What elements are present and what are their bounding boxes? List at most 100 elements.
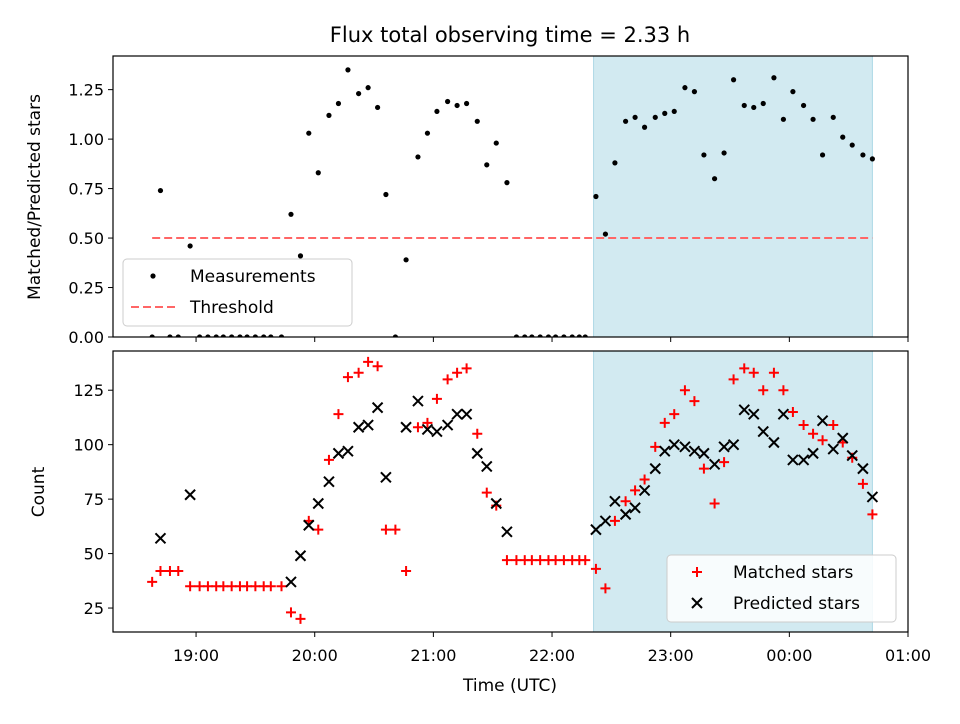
- chart-title: Flux total observing time = 2.33 h: [330, 23, 690, 47]
- measurement-point: [306, 130, 312, 136]
- predicted-star-point: [757, 425, 769, 438]
- measurement-point: [622, 118, 629, 124]
- measurement-point: [529, 334, 535, 337]
- top-ylabel: Matched/Predicted stars: [25, 94, 45, 300]
- predicted-star-point: [371, 401, 384, 414]
- measurement-point: [424, 130, 431, 136]
- matched-star-point: [155, 566, 166, 577]
- predicted-star-point: [857, 462, 869, 475]
- legend-predicted-label: Predicted stars: [733, 594, 860, 614]
- matched-star-point: [669, 409, 680, 420]
- matched-star-point: [452, 367, 463, 378]
- matched-star-point: [857, 478, 868, 489]
- matched-star-point: [422, 417, 433, 428]
- matched-star-point: [472, 428, 483, 439]
- measurement-point: [167, 334, 173, 337]
- legend: Matched stars Predicted stars: [666, 554, 897, 623]
- measurement-point: [840, 134, 846, 140]
- y-tick-label: 100: [73, 436, 104, 455]
- measurement-point: [335, 100, 342, 107]
- measurement-point: [569, 334, 575, 337]
- matched-star-point: [808, 428, 819, 439]
- matched-star-point: [639, 474, 650, 485]
- measurement-point: [682, 85, 688, 91]
- predicted-star-point: [609, 495, 621, 508]
- measurement-point: [187, 243, 193, 249]
- matched-star-point: [867, 509, 878, 520]
- measurement-point: [297, 253, 304, 259]
- measurement-point: [662, 110, 668, 116]
- matched-star-point: [798, 420, 809, 431]
- measurement-point: [593, 193, 599, 200]
- measurement-point: [493, 140, 499, 146]
- matched-star-point: [590, 563, 601, 574]
- predicted-star-point: [471, 447, 483, 460]
- measurement-point: [454, 102, 460, 109]
- predicted-star-point: [590, 523, 602, 536]
- matched-star-point: [333, 409, 344, 420]
- count-panel: 25 50 75 100 125 19:00 20:00 21:00 22:00 23:00 00:…: [73, 350, 931, 665]
- y-tick-label: 0.50: [68, 229, 104, 248]
- predicted-star-point: [827, 443, 839, 455]
- measurement-point: [157, 187, 164, 194]
- measurement-point: [612, 160, 618, 166]
- matched-star-point: [285, 607, 296, 618]
- matched-star-point: [363, 356, 374, 367]
- legend-threshold-label: Threshold: [189, 298, 274, 318]
- predicted-star-point: [285, 576, 297, 588]
- predicted-star-point: [431, 425, 443, 438]
- measurement-point: [701, 152, 707, 158]
- predicted-star-point: [668, 438, 680, 451]
- measurement-point: [392, 334, 399, 337]
- matched-star-point: [828, 420, 839, 431]
- predicted-star-point: [727, 438, 740, 451]
- legend-matched-marker: [692, 567, 702, 577]
- y-tick-label: 0.00: [68, 328, 104, 347]
- measurement-point: [244, 334, 250, 337]
- y-tick-label: 1.00: [68, 130, 104, 149]
- predicted-star-point: [400, 421, 412, 433]
- measurement-point: [632, 114, 638, 120]
- measurement-point: [504, 180, 510, 186]
- measurement-point: [537, 334, 543, 337]
- matched-star-point: [295, 613, 306, 624]
- matched-star-point: [390, 524, 401, 535]
- matched-star-point: [698, 463, 709, 474]
- predicted-star-point: [154, 532, 167, 545]
- predicted-star-point: [649, 462, 661, 475]
- matched-star-point: [609, 515, 620, 526]
- matched-star-point: [380, 524, 391, 535]
- matched-star-point: [778, 385, 789, 396]
- measurement-point: [582, 334, 588, 337]
- measurement-point: [671, 108, 677, 115]
- measurement-point: [445, 98, 451, 105]
- measurement-point: [552, 334, 559, 337]
- measurement-point: [205, 334, 211, 337]
- measurement-point: [741, 102, 747, 109]
- matched-star-point: [401, 566, 412, 577]
- measurement-point: [545, 334, 552, 337]
- matched-star-point: [353, 367, 364, 378]
- predicted-star-point: [303, 519, 315, 531]
- x-tick-label: 20:00: [292, 646, 338, 665]
- measurement-point: [830, 114, 836, 120]
- measurement-point: [375, 104, 381, 111]
- measurement-point: [175, 334, 181, 337]
- predicted-star-point: [412, 395, 424, 407]
- matched-star-point: [650, 441, 661, 452]
- predicted-star-point: [837, 432, 849, 444]
- matched-star-point: [185, 581, 196, 592]
- measurement-point: [237, 334, 243, 337]
- predicted-star-point: [638, 484, 651, 497]
- y-tick-label: 0.25: [68, 279, 104, 298]
- predicted-star-point: [816, 414, 829, 427]
- matched-star-point: [709, 498, 720, 509]
- measurement-point: [641, 124, 648, 130]
- y-tick-label: 1.25: [68, 81, 104, 100]
- x-tick-label: 22:00: [529, 646, 575, 665]
- measurement-point: [771, 75, 777, 81]
- measurement-point: [415, 154, 421, 160]
- matched-star-point: [679, 385, 690, 396]
- measurement-point: [730, 77, 737, 83]
- predicted-star-point: [362, 419, 374, 431]
